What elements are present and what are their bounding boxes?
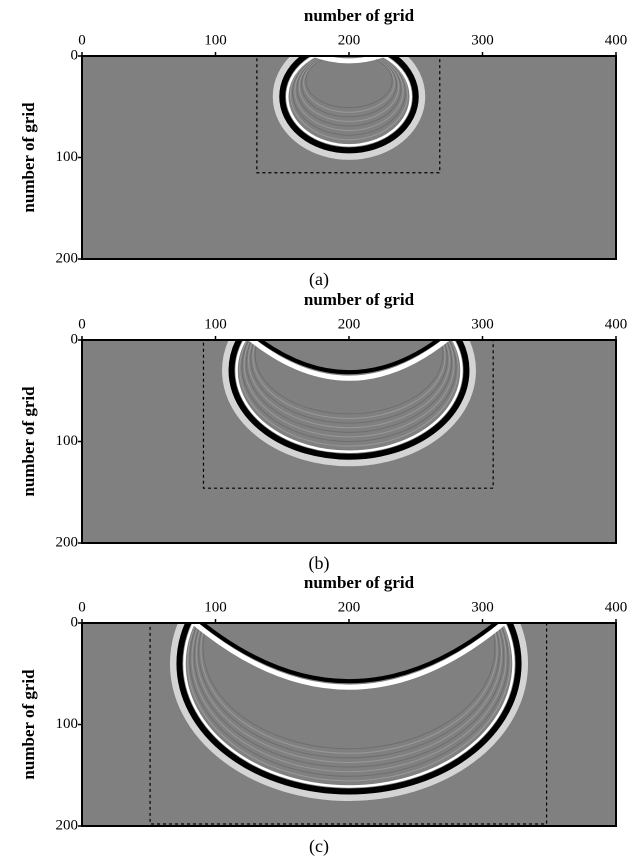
panel: 0 100 200 300 400 0 100 200 number of grid number… (19, 6, 627, 290)
y-axis-title: number of grid (19, 102, 38, 213)
x-tick-label: 0 (78, 32, 86, 48)
x-tick-label: 100 (204, 32, 227, 48)
y-tick-label: 0 (71, 47, 79, 63)
panel: 0 100 200 300 400 0 100 200 number of grid number… (19, 278, 627, 574)
y-axis-title: number of grid (19, 669, 38, 780)
x-tick-label: 100 (204, 316, 227, 332)
x-tick-label: 300 (471, 316, 494, 332)
y-tick-label: 100 (56, 149, 79, 165)
panel: 0 100 200 300 400 0 100 200 number of grid number… (19, 530, 627, 857)
x-tick-label: 300 (471, 32, 494, 48)
x-tick-label: 0 (78, 599, 86, 615)
x-tick-label: 400 (605, 32, 628, 48)
y-tick-label: 0 (71, 331, 79, 347)
caption: (a) (309, 269, 329, 290)
caption: (c) (309, 836, 329, 857)
x-tick-label: 200 (338, 32, 361, 48)
x-tick-label: 100 (204, 599, 227, 615)
y-axis-title: number of grid (19, 386, 38, 497)
x-tick-label: 400 (605, 316, 628, 332)
x-tick-label: 0 (78, 316, 86, 332)
x-tick-label: 200 (338, 599, 361, 615)
x-tick-label: 200 (338, 316, 361, 332)
x-axis-title: number of grid (304, 573, 415, 592)
y-tick-label: 100 (56, 716, 79, 732)
y-tick-label: 100 (56, 433, 79, 449)
x-axis-title: number of grid (304, 6, 415, 25)
x-tick-label: 400 (605, 599, 628, 615)
caption: (b) (309, 553, 330, 574)
x-axis-title: number of grid (304, 290, 415, 309)
y-tick-label: 0 (71, 614, 79, 630)
x-tick-label: 300 (471, 599, 494, 615)
y-tick-label: 200 (56, 817, 79, 833)
y-tick-label: 200 (56, 250, 79, 266)
y-tick-label: 200 (56, 534, 79, 550)
figure: 0 100 200 300 400 0 100 200 number of grid number… (0, 0, 635, 858)
